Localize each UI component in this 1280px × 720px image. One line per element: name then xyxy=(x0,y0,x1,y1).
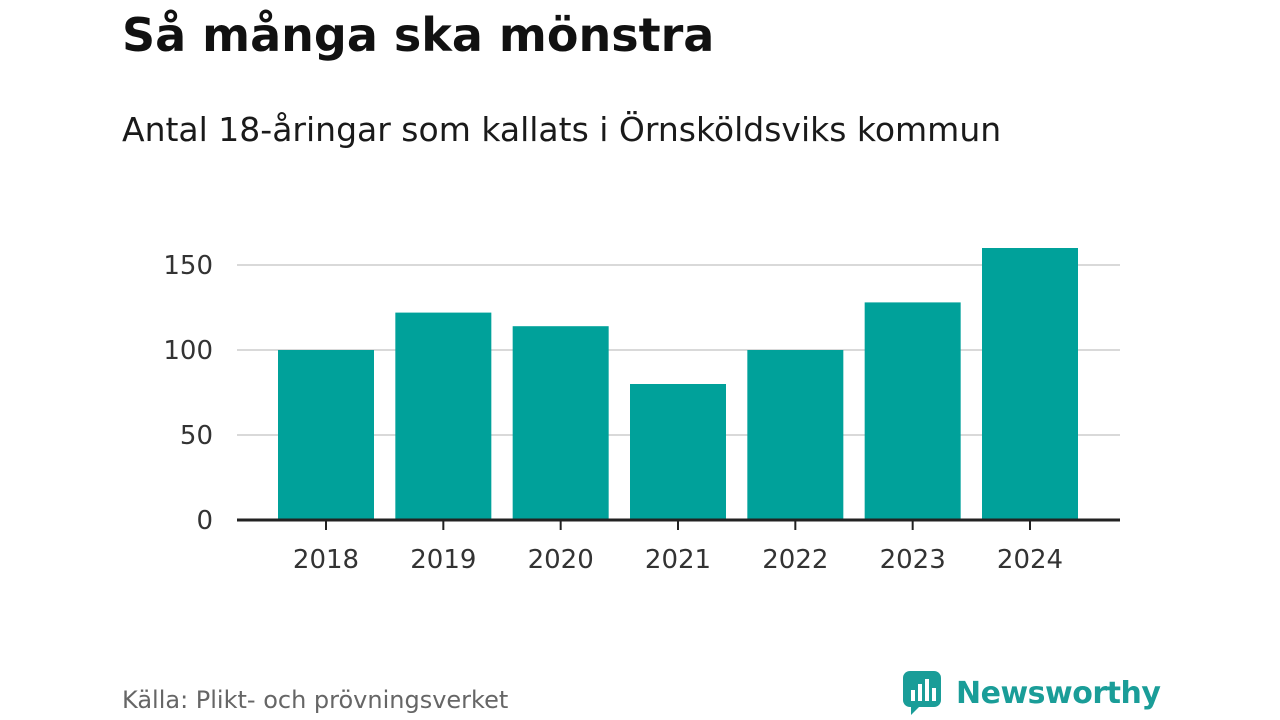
y-tick-label: 150 xyxy=(163,251,213,281)
bar-2018 xyxy=(278,350,374,520)
bar-2020 xyxy=(512,326,609,520)
x-tick-label: 2021 xyxy=(645,545,711,575)
y-tick-label: 50 xyxy=(180,421,213,451)
x-tick-label: 2019 xyxy=(410,545,476,575)
bar-2019 xyxy=(395,312,492,520)
x-tick-label: 2024 xyxy=(997,545,1063,575)
source-note: Källa: Plikt- och prövningsverket xyxy=(122,686,509,714)
y-tick-label: 0 xyxy=(196,506,213,536)
x-tick-label: 2020 xyxy=(528,545,594,575)
x-tick-label: 2018 xyxy=(293,545,359,575)
brand: Newsworthy xyxy=(902,670,1161,716)
chart-subtitle: Antal 18-åringar som kallats i Örnskölds… xyxy=(122,110,1002,149)
newsworthy-logo-icon xyxy=(903,671,941,715)
bar-2023 xyxy=(864,302,961,520)
y-tick-label: 100 xyxy=(163,336,213,366)
brand-name: Newsworthy xyxy=(956,675,1161,711)
bar-2024 xyxy=(982,248,1078,520)
bar-2022 xyxy=(747,350,844,520)
bar-2021 xyxy=(630,384,726,520)
x-tick-label: 2022 xyxy=(762,545,828,575)
chart-title: Så många ska mönstra xyxy=(122,8,715,62)
x-tick-label: 2023 xyxy=(880,545,946,575)
